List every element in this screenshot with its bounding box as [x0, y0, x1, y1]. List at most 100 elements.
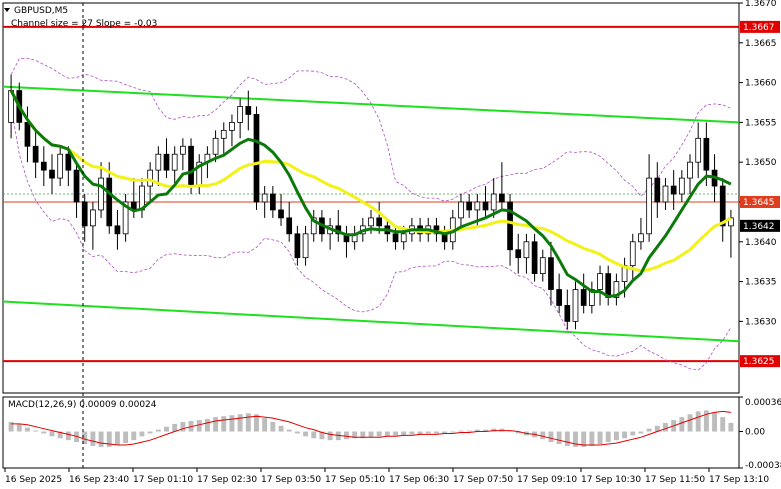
macd-histogram-bar [573, 431, 578, 447]
candle-body [458, 201, 464, 219]
candle-body [81, 201, 88, 227]
candle-body [728, 217, 734, 227]
candle-body [580, 289, 587, 306]
candle-body [474, 201, 481, 211]
macd-signal-line [11, 410, 731, 446]
macd-histogram-bar [172, 423, 178, 432]
macd-histogram-bar [319, 431, 325, 440]
band-lower-line [10, 106, 732, 371]
x-tick-label: 17 Sep 11:50 [645, 475, 705, 485]
y-tick-label: 1.3655 [745, 118, 777, 128]
macd-histogram-bar [630, 431, 636, 436]
y-tick-label: 1.3650 [745, 158, 777, 168]
candle-body [368, 217, 374, 227]
macd-histogram-bar [622, 431, 628, 439]
candle-body [490, 193, 497, 211]
level-tag-label: 1.3667 [743, 23, 775, 33]
channel-upper-line [2, 85, 740, 124]
macd-histogram-bar [352, 431, 358, 439]
macd-histogram-bar [139, 431, 145, 437]
x-tick-label: 16 Sep 23:40 [69, 475, 129, 485]
candle-body [310, 217, 317, 235]
macd-y-tick-label: -0.00038 [745, 461, 781, 471]
macd-histogram-bar [155, 429, 161, 432]
macd-histogram-bar [728, 422, 734, 432]
candle-body [482, 201, 489, 211]
macd-histogram-bar [311, 431, 317, 439]
macd-histogram-bar [33, 430, 39, 432]
candle-body [220, 129, 227, 139]
candle-body [171, 153, 178, 171]
macd-histogram-bar [556, 431, 562, 445]
candle-body [8, 90, 14, 123]
macd-histogram-bar [638, 431, 644, 434]
candle-body [245, 106, 252, 115]
x-tick-label: 17 Sep 06:30 [389, 475, 449, 485]
candle-body [572, 289, 579, 322]
macd-histogram-bar [90, 431, 96, 446]
y-tick-label: 1.3670 [745, 0, 777, 9]
bid-price-tag [740, 219, 780, 232]
macd-histogram-bar [679, 417, 685, 432]
x-tick-label: 17 Sep 09:10 [517, 475, 577, 485]
macd-histogram-bar [540, 431, 546, 440]
macd-histogram-bar [57, 431, 63, 439]
macd-histogram-bar [376, 431, 382, 437]
candle-body [515, 249, 522, 259]
macd-histogram-bar [450, 431, 456, 433]
candle-body [294, 233, 301, 259]
candle-body [548, 257, 554, 290]
ma-slow-line [9, 89, 732, 273]
macd-histogram-bar [278, 425, 284, 432]
macd-histogram-bar [344, 431, 349, 440]
candle-body [687, 161, 693, 179]
macd-histogram-bar [237, 414, 243, 432]
collapse-triangle-icon[interactable] [4, 8, 10, 12]
macd-histogram-bar [663, 422, 668, 432]
candle-body [466, 201, 473, 211]
ma-fast-line [9, 89, 732, 299]
candle-body [507, 201, 513, 251]
candle-body [703, 137, 710, 171]
macd-y-tick-label: 0.00 [745, 428, 765, 438]
macd-histogram-bar [106, 431, 112, 447]
macd-histogram-bar [245, 413, 251, 432]
candle-body [499, 193, 505, 203]
macd-histogram-bar [131, 431, 137, 441]
candle-body [147, 169, 154, 187]
candle-body [670, 185, 677, 195]
candle-body [654, 177, 661, 203]
y-tick-label: 1.3630 [745, 317, 777, 327]
macd-histogram-bar [393, 431, 398, 436]
current-price-tag-label: 1.3645 [743, 198, 775, 208]
macd-histogram-bar [24, 427, 30, 432]
x-tick-label: 17 Sep 02:30 [197, 475, 257, 485]
macd-histogram-bar [646, 428, 652, 432]
macd-histogram-bar [41, 431, 47, 434]
macd-y-tick-label: 0.00036 [745, 398, 781, 408]
level-tag [740, 20, 780, 33]
macd-histogram-bar [384, 431, 390, 437]
macd-histogram-bar [147, 431, 153, 434]
macd-pane-frame [2, 396, 740, 469]
macd-histogram-bar [605, 431, 611, 443]
macd-histogram-bar [695, 411, 701, 432]
macd-histogram-bar [597, 431, 603, 445]
candle-body [73, 169, 80, 203]
candle-body [40, 161, 47, 171]
candle-body [122, 201, 129, 235]
channel-lower-line [2, 300, 740, 343]
macd-histogram-bar [360, 431, 366, 439]
candle-body [400, 233, 407, 243]
macd-histogram-bar [368, 431, 374, 438]
x-tick-label: 16 Sep 2025 [5, 475, 62, 485]
candle-body [719, 185, 726, 227]
candle-body [49, 169, 55, 179]
macd-histogram-bar [270, 421, 276, 432]
y-tick-label: 1.3635 [745, 278, 777, 288]
macd-histogram-bar [458, 430, 464, 432]
symbol-label: GBPUSD,M5 [14, 6, 68, 16]
